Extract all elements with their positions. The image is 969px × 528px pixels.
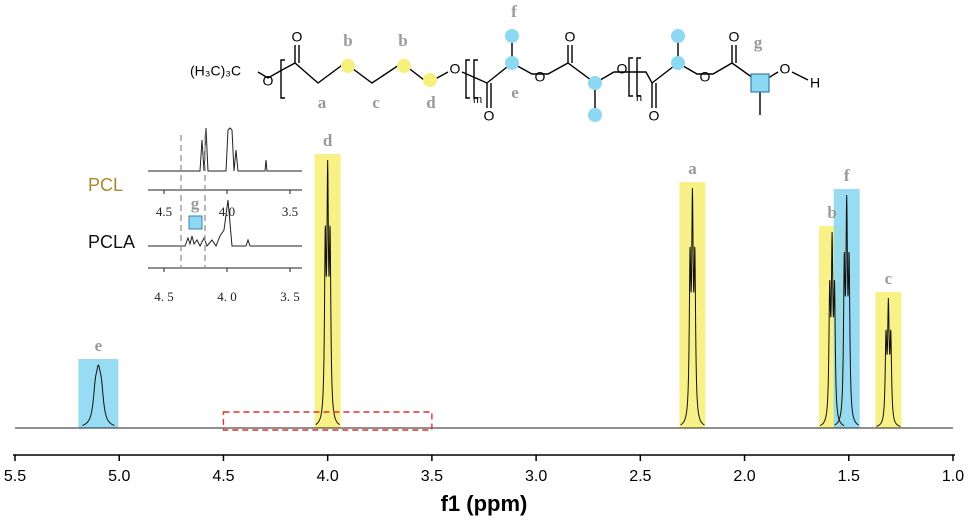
x-tick-label: 1.0 bbox=[942, 468, 964, 485]
inset-tick-label: 4. 5 bbox=[154, 289, 174, 304]
proton-label: b bbox=[398, 31, 407, 50]
inset-tick-label: 4.5 bbox=[156, 204, 172, 219]
peak-label: f bbox=[844, 166, 850, 185]
atom: O bbox=[535, 69, 546, 85]
peak-label: a bbox=[688, 159, 697, 178]
proton-marker bbox=[505, 56, 519, 70]
x-tick-label: 5.0 bbox=[108, 468, 130, 485]
atom: O bbox=[729, 29, 740, 45]
proton-marker bbox=[588, 76, 602, 90]
proton-marker bbox=[505, 29, 519, 43]
peak bbox=[680, 187, 705, 426]
structure: (H₃C)₃C O O O O O O O O O O O H m n a b … bbox=[190, 2, 820, 124]
peak bbox=[819, 231, 845, 426]
atom: O bbox=[617, 61, 628, 77]
proton-marker bbox=[341, 59, 355, 73]
peak-label: d bbox=[323, 131, 333, 150]
peak bbox=[82, 364, 115, 426]
inset-spectrum bbox=[148, 199, 302, 248]
x-tick-label: 2.0 bbox=[733, 468, 755, 485]
atom: O bbox=[450, 61, 461, 77]
proton-label: c bbox=[372, 93, 380, 112]
proton-label: f bbox=[511, 2, 517, 21]
peak bbox=[876, 297, 901, 427]
inset-spectrum bbox=[148, 127, 302, 172]
atom: O bbox=[780, 61, 791, 77]
proton-marker bbox=[423, 73, 437, 87]
bond bbox=[257, 62, 449, 84]
peak-label: c bbox=[885, 269, 893, 288]
end-group: (H₃C)₃C bbox=[190, 63, 241, 79]
proton-label: a bbox=[318, 93, 327, 112]
atom: H bbox=[810, 75, 820, 91]
x-axis-label: f1 (ppm) bbox=[441, 491, 528, 516]
proton-label: g bbox=[754, 33, 763, 52]
peak bbox=[834, 194, 859, 426]
x-tick-label: 3.5 bbox=[421, 468, 443, 485]
proton-label: g bbox=[191, 194, 200, 213]
atom: O bbox=[484, 108, 495, 124]
inset-tick-label: 4. 0 bbox=[217, 289, 237, 304]
inset-tick-label: 3.5 bbox=[282, 204, 298, 219]
repeat-index: m bbox=[473, 94, 482, 106]
sample-label: PCL bbox=[88, 175, 123, 195]
peak bbox=[315, 159, 340, 426]
atom: O bbox=[565, 29, 576, 45]
zoom-region bbox=[222, 411, 433, 431]
atom: O bbox=[263, 73, 274, 89]
sample-label: PCLA bbox=[88, 232, 135, 252]
x-tick-label: 4.0 bbox=[317, 468, 339, 485]
repeat-index: n bbox=[636, 92, 642, 104]
x-tick-label: 4.5 bbox=[212, 468, 234, 485]
bond bbox=[461, 62, 779, 85]
peak-label: e bbox=[95, 336, 103, 355]
atom: O bbox=[649, 108, 660, 124]
peak-highlight bbox=[78, 359, 119, 428]
proton-marker bbox=[397, 59, 411, 73]
x-tick-label: 5.5 bbox=[4, 468, 26, 485]
bond bbox=[791, 71, 809, 81]
atom: O bbox=[700, 69, 711, 85]
proton-marker bbox=[188, 215, 203, 230]
proton-label: e bbox=[511, 83, 519, 102]
bracket bbox=[280, 57, 641, 99]
x-tick-label: 2.5 bbox=[629, 468, 651, 485]
proton-marker bbox=[750, 73, 770, 93]
x-tick-label: 1.5 bbox=[838, 468, 860, 485]
proton-label: d bbox=[426, 93, 436, 112]
proton-marker bbox=[588, 108, 602, 122]
proton-marker bbox=[671, 29, 685, 43]
x-tick-label: 3.0 bbox=[525, 468, 547, 485]
inset-tick-label: 3. 5 bbox=[280, 289, 300, 304]
proton-label: b bbox=[343, 31, 352, 50]
inset: 4.5 4.0 3.5 4. 5 4. 0 3. 5 PCL PCLA g bbox=[88, 127, 302, 304]
peak-label: b bbox=[827, 203, 836, 222]
atom: O bbox=[292, 29, 303, 45]
proton-marker bbox=[671, 56, 685, 70]
inset-tick-label: 4.0 bbox=[219, 204, 235, 219]
